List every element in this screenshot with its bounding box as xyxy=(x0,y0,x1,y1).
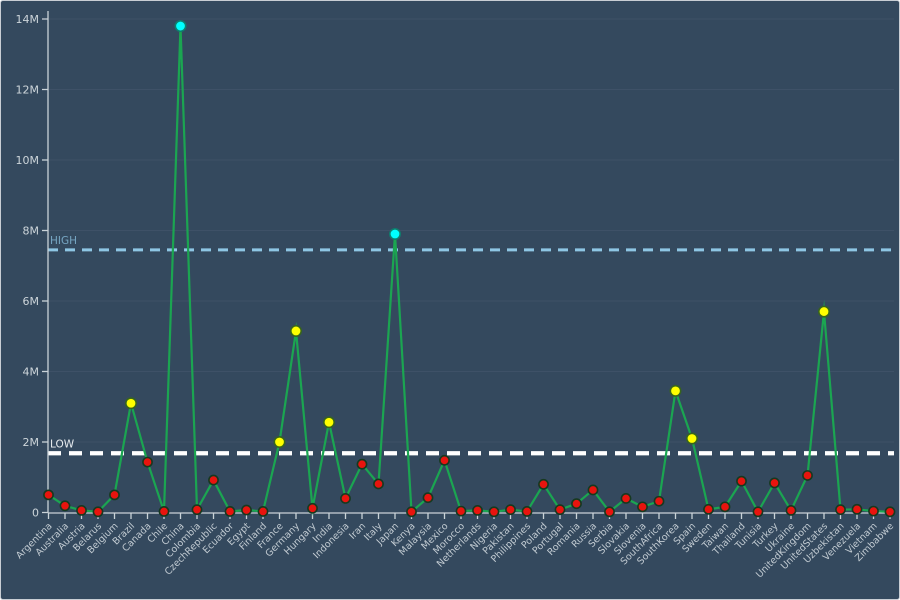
y-tick-label: 10M xyxy=(16,154,40,167)
data-point-Thailand xyxy=(736,475,747,487)
data-point-Iran xyxy=(356,458,368,470)
data-point-Serbia xyxy=(604,506,615,518)
y-tick-label: 8M xyxy=(23,224,40,237)
y-tick-label: 6M xyxy=(23,295,40,308)
data-point-Portugal xyxy=(554,504,566,516)
data-point-Australia xyxy=(59,500,71,512)
data-point-Slovenia xyxy=(637,501,648,513)
data-point-Ecuador xyxy=(224,506,236,517)
data-point-Turkey xyxy=(769,477,780,489)
data-point-Russia xyxy=(587,484,599,496)
data-point-Tunisia xyxy=(752,506,764,518)
data-point-Belarus xyxy=(92,506,104,518)
data-point-Netherlands xyxy=(472,504,483,516)
data-point-Japan xyxy=(388,228,401,241)
y-tick-label: 12M xyxy=(16,83,40,96)
data-point-Canada xyxy=(142,456,153,468)
data-point-Romania xyxy=(571,498,582,510)
y-tick-label: 4M xyxy=(23,365,40,378)
data-point-Hungary xyxy=(307,502,318,514)
data-point-Austria xyxy=(76,504,87,516)
data-point-China xyxy=(174,20,187,33)
data-point-UnitedStates xyxy=(817,305,830,318)
data-point-Chile xyxy=(158,506,170,517)
data-point-Italy xyxy=(373,478,384,490)
data-point-SouthKorea xyxy=(669,384,682,397)
data-point-Zimbabwe xyxy=(884,506,896,518)
data-point-Slovakia xyxy=(620,492,632,504)
data-point-CzechRepublic xyxy=(208,474,219,486)
low-threshold-label: LOW xyxy=(50,438,75,450)
data-point-Sweden xyxy=(703,503,714,515)
y-tick-label: 0 xyxy=(32,506,39,519)
data-point-India xyxy=(322,416,335,429)
data-point-Colombia xyxy=(191,504,203,516)
data-point-Mexico xyxy=(439,454,450,466)
data-point-France xyxy=(273,435,286,448)
data-point-Poland xyxy=(538,478,549,490)
data-point-Ukraine xyxy=(785,504,797,516)
data-point-Brazil xyxy=(125,397,138,410)
high-threshold-label: HIGH xyxy=(50,235,77,247)
data-point-Germany xyxy=(289,324,302,337)
y-tick-label: 2M xyxy=(23,436,40,449)
y-tick-label: 14M xyxy=(16,13,40,26)
data-point-Malaysia xyxy=(422,492,434,504)
data-point-Spain xyxy=(685,432,698,445)
data-point-Philippines xyxy=(521,506,533,517)
data-point-Vietnam xyxy=(868,505,879,517)
data-point-SouthAfrica xyxy=(653,495,665,507)
data-point-UnitedKingdom xyxy=(802,470,813,481)
data-point-Nigeria xyxy=(488,506,500,518)
data-point-Venezuela xyxy=(851,503,863,515)
data-point-Indonesia xyxy=(340,492,351,504)
data-point-Uzbekistan xyxy=(835,504,846,516)
data-point-Egypt xyxy=(241,504,252,516)
data-point-Pakistan xyxy=(505,504,516,516)
series-line xyxy=(47,26,891,518)
data-point-Finland xyxy=(257,506,269,517)
data-point-Morocco xyxy=(455,505,467,517)
data-point-Argentina xyxy=(43,489,54,501)
data-point-Belgium xyxy=(109,489,120,501)
data-point-Taiwan xyxy=(719,501,731,513)
data-point-Kenya xyxy=(406,506,417,518)
